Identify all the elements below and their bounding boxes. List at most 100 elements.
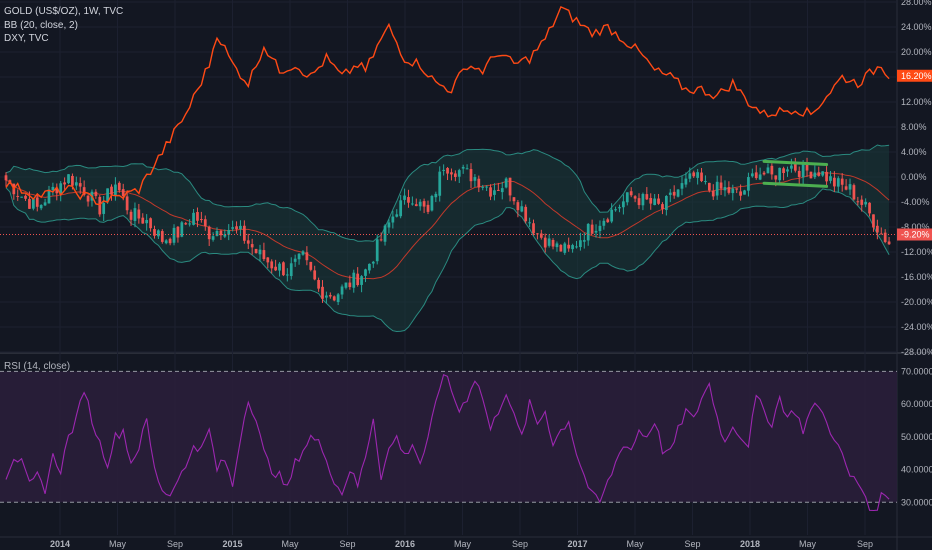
candle-body[interactable] [575, 246, 578, 248]
candle-body[interactable] [242, 225, 246, 241]
candle-body[interactable] [743, 190, 746, 195]
candle-body[interactable] [63, 182, 66, 185]
candle-body[interactable] [801, 163, 805, 178]
candle-body[interactable] [313, 270, 317, 280]
candle-body[interactable] [766, 167, 770, 174]
candle-body[interactable] [258, 249, 262, 255]
candle-body[interactable] [278, 263, 281, 271]
candle-body[interactable] [852, 185, 856, 200]
candle-body[interactable] [121, 189, 125, 197]
candle-body[interactable] [254, 248, 258, 253]
candle-body[interactable] [368, 263, 371, 271]
candle-body[interactable] [270, 261, 274, 269]
candle-body[interactable] [328, 295, 332, 297]
candle-body[interactable] [715, 181, 719, 196]
candle-body[interactable] [481, 186, 485, 188]
candle-body[interactable] [102, 202, 106, 214]
candle-body[interactable] [387, 222, 391, 228]
candle-body[interactable] [676, 189, 680, 197]
candle-body[interactable] [430, 195, 434, 211]
candle-body[interactable] [493, 190, 496, 195]
candle-body[interactable] [774, 175, 778, 180]
candle-body[interactable] [348, 282, 352, 288]
candle-body[interactable] [297, 253, 301, 260]
candle-body[interactable] [31, 198, 35, 209]
candle-body[interactable] [325, 295, 328, 298]
candle-body[interactable] [180, 222, 184, 237]
candle-body[interactable] [160, 231, 164, 242]
candle-body[interactable] [129, 211, 133, 220]
candle-body[interactable] [196, 212, 199, 221]
candle-body[interactable] [266, 257, 270, 263]
candle-body[interactable] [496, 189, 500, 191]
candle-body[interactable] [727, 187, 731, 193]
candle-body[interactable] [141, 217, 145, 224]
candle-body[interactable] [47, 189, 51, 204]
candle-body[interactable] [434, 193, 438, 198]
candle-body[interactable] [868, 202, 871, 214]
candle-body[interactable] [770, 165, 774, 175]
candle-body[interactable] [379, 239, 383, 241]
rsi-pane[interactable] [0, 370, 897, 512]
candle-body[interactable] [411, 203, 414, 205]
candle-body[interactable] [876, 225, 879, 233]
candle-body[interactable] [586, 223, 590, 241]
candle-body[interactable] [188, 223, 192, 225]
candle-body[interactable] [817, 172, 821, 176]
series-title[interactable]: GOLD (US$/OZ), 1W, TVC [4, 6, 124, 17]
candle-body[interactable] [833, 177, 836, 187]
candle-body[interactable] [403, 195, 406, 200]
candle-body[interactable] [754, 172, 758, 179]
candle-body[interactable] [618, 207, 621, 209]
candle-body[interactable] [606, 219, 610, 223]
candle-body[interactable] [856, 201, 860, 203]
rsi-legend[interactable]: RSI (14, close) [4, 361, 71, 372]
candle-body[interactable] [625, 192, 629, 203]
candle-body[interactable] [426, 204, 430, 212]
candle-body[interactable] [51, 186, 55, 191]
candle-body[interactable] [821, 171, 825, 176]
candle-body[interactable] [598, 225, 602, 232]
candle-body[interactable] [723, 187, 727, 191]
candle-body[interactable] [418, 201, 422, 207]
candle-body[interactable] [305, 252, 309, 261]
candle-body[interactable] [508, 177, 512, 196]
candle-body[interactable] [74, 182, 78, 186]
candle-body[interactable] [106, 188, 109, 202]
candle-body[interactable] [446, 168, 449, 174]
candle-body[interactable] [461, 166, 465, 169]
candle-body[interactable] [887, 241, 891, 245]
candle-body[interactable] [641, 193, 645, 206]
candle-body[interactable] [684, 178, 688, 185]
candle-body[interactable] [797, 170, 801, 177]
candle-body[interactable] [145, 219, 149, 224]
candle-body[interactable] [4, 175, 8, 181]
candle-body[interactable] [301, 251, 305, 255]
candle-body[interactable] [649, 197, 653, 204]
candle-body[interactable] [567, 244, 571, 249]
candle-body[interactable] [215, 230, 219, 236]
candle-body[interactable] [594, 230, 598, 233]
candle-body[interactable] [473, 177, 477, 181]
candle-body[interactable] [602, 220, 606, 226]
candle-body[interactable] [590, 224, 594, 234]
candle-body[interactable] [168, 238, 172, 244]
candle-body[interactable] [262, 250, 266, 260]
candle-body[interactable] [239, 225, 242, 230]
candle-body[interactable] [422, 201, 426, 207]
candle-body[interactable] [563, 243, 567, 253]
candle-body[interactable] [153, 229, 156, 236]
candle-body[interactable] [469, 169, 473, 182]
candle-body[interactable] [414, 204, 418, 207]
candle-body[interactable] [375, 239, 379, 262]
candle-body[interactable] [450, 172, 453, 175]
candle-body[interactable] [504, 178, 508, 188]
candle-body[interactable] [559, 244, 563, 252]
candle-body[interactable] [395, 214, 399, 217]
candle-body[interactable] [110, 186, 113, 195]
candle-body[interactable] [364, 269, 367, 276]
candle-body[interactable] [805, 162, 809, 171]
candle-body[interactable] [844, 186, 848, 190]
trendlines[interactable] [762, 159, 829, 188]
